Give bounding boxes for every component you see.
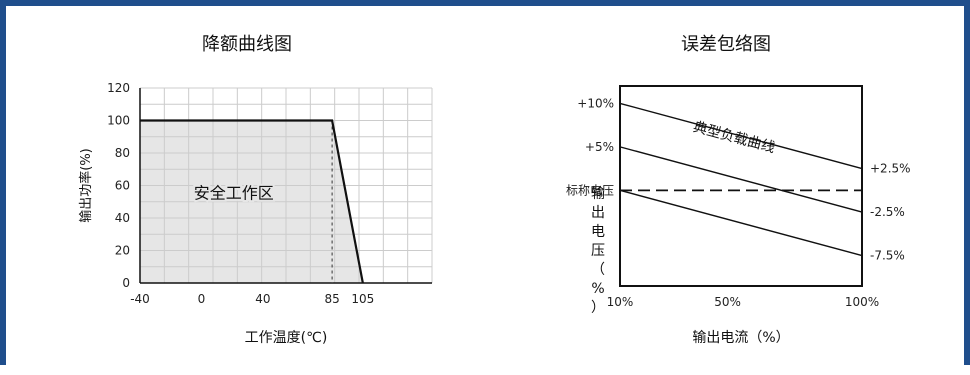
typical-load-curve-label: 典型负载曲线 xyxy=(691,119,776,156)
derating-panel: 降额曲线图 0 20 40 60 80 100 120 -40 0 40 85 105 安全工作区 工作温… xyxy=(12,12,482,371)
y-tick-label: 0 xyxy=(122,276,130,290)
y-tick-label: 20 xyxy=(115,244,130,258)
y-tick-label: 120 xyxy=(107,81,130,95)
derating-chart-title: 降额曲线图 xyxy=(202,34,292,55)
right-tick-label: +2.5% xyxy=(870,162,911,176)
envelope-line-2 xyxy=(619,189,863,257)
y-axis-title-char: （ xyxy=(591,262,605,278)
y-tick-label: +10% xyxy=(577,96,614,110)
x-tick-label: 10% xyxy=(607,295,634,309)
y-axis-title-char: 压 xyxy=(591,243,605,259)
y-tick-label: 100 xyxy=(107,114,130,128)
x-tick-label: 40 xyxy=(255,292,270,306)
x-tick-label: 50% xyxy=(714,295,741,309)
derating-curve xyxy=(140,119,364,284)
safe-region-label: 安全工作区 xyxy=(194,184,274,203)
y-axis-title-char: ） xyxy=(591,300,605,316)
x-tick-label: 85 xyxy=(324,292,339,306)
y-axis-title-char: 出 xyxy=(591,205,605,221)
x-tick-label: 100% xyxy=(845,295,879,309)
right-tick-label: -7.5% xyxy=(870,249,905,263)
envelope-line-0 xyxy=(619,102,863,170)
chart-frame: 降额曲线图 0 20 40 60 80 100 120 -40 0 40 85 105 安全工作区 工作温… xyxy=(0,0,970,365)
right-tick-label: -2.5% xyxy=(870,205,905,219)
envelope-chart-title: 误差包络图 xyxy=(681,34,771,55)
x-tick-label: 0 xyxy=(198,292,206,306)
y-tick-label: 60 xyxy=(115,179,130,193)
x-tick-label: -40 xyxy=(130,292,150,306)
y-tick-label: 80 xyxy=(115,146,130,160)
envelope-line-1 xyxy=(619,146,863,213)
y-tick-label: 标称电压 xyxy=(566,183,614,197)
y-axis-title-char: % xyxy=(591,281,604,297)
y-axis-title-char: 电 xyxy=(591,224,605,240)
plot-border xyxy=(619,85,863,287)
y-axis-title: 输出功率(%) xyxy=(78,148,94,223)
x-tick-label: 105 xyxy=(351,292,374,306)
x-axis-title: 工作温度(℃) xyxy=(245,330,328,346)
envelope-chart: +10% +5% 标称电压 +2.5% -2.5% -7.5% 10% 50% 100% 典型负载… xyxy=(566,85,911,346)
envelope-panel: 误差包络图 +10% +5% 标称电压 +2.5% -2.5% -7.5% 10% 50% 10… xyxy=(482,12,970,371)
x-axis-title: 输出电流（%） xyxy=(692,330,789,346)
y-tick-label: 40 xyxy=(115,211,130,225)
y-axis-title-char: 输 xyxy=(591,186,605,202)
y-tick-label: +5% xyxy=(585,140,614,154)
